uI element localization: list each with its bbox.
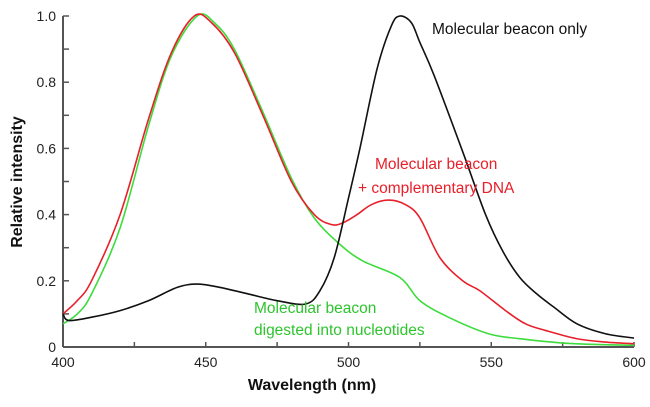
x-tick-label: 500 bbox=[337, 354, 361, 370]
y-tick-label: 0.8 bbox=[37, 74, 57, 90]
y-tick-label: 0.4 bbox=[37, 207, 57, 223]
x-tick-label: 450 bbox=[194, 354, 218, 370]
annotation-digested-line2: digested into nucleotides bbox=[254, 322, 425, 339]
series-complementary-dna-line bbox=[62, 13, 635, 345]
series-beacon-only-line bbox=[62, 15, 635, 339]
x-tick-label: 550 bbox=[480, 354, 504, 370]
x-tick-label: 600 bbox=[622, 354, 646, 370]
annotation-digested-line1: Molecular beacon bbox=[254, 300, 376, 317]
y-tick-label: 0.2 bbox=[37, 273, 57, 289]
y-tick-label: 0.6 bbox=[37, 140, 57, 156]
y-tick-label: 1.0 bbox=[37, 8, 57, 24]
annotation-complementary-line1: Molecular beacon bbox=[375, 156, 497, 173]
y-axis-label: Relative intensity bbox=[9, 116, 26, 248]
x-tick-label: 400 bbox=[51, 354, 75, 370]
series-group bbox=[62, 13, 635, 347]
annotation-beacon-only: Molecular beacon only bbox=[432, 21, 587, 38]
series-digested-line bbox=[62, 13, 635, 347]
x-axis-label: Wavelength (nm) bbox=[248, 377, 376, 394]
annotation-complementary-line2: + complementary DNA bbox=[358, 180, 515, 197]
y-tick-label: 0 bbox=[48, 339, 56, 355]
axes: 400 450 500 550 600 0 0.2 0.4 0.6 0.8 1.0 bbox=[37, 8, 646, 370]
